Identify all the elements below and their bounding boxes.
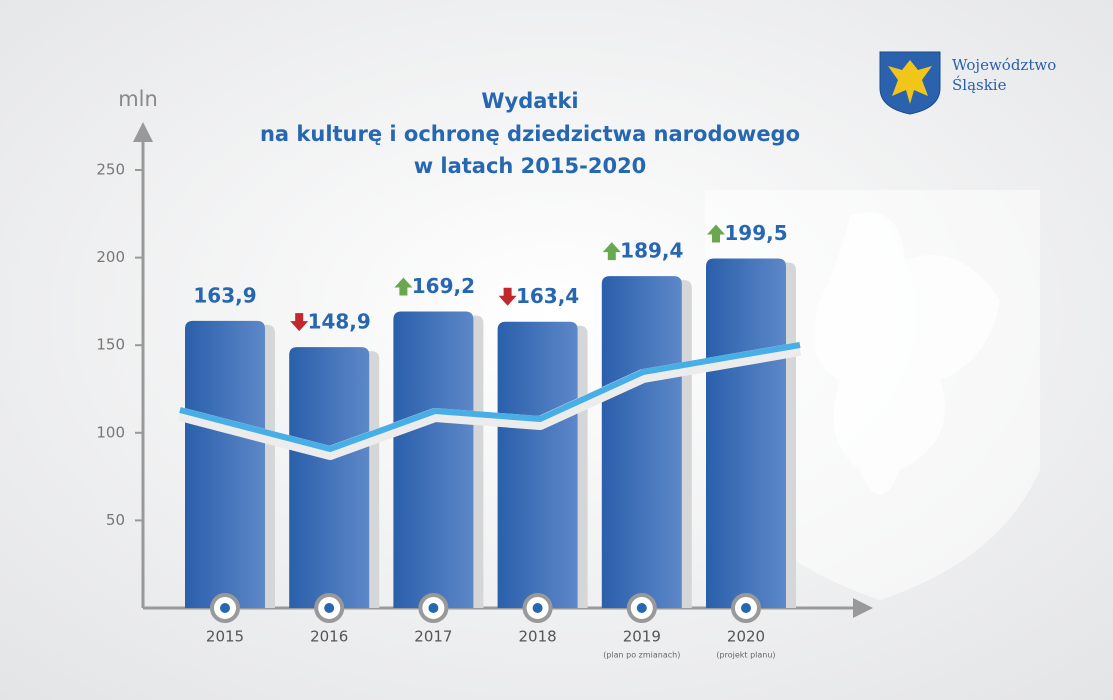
- trend-down-arrow: [290, 313, 309, 332]
- x-axis-marker-dot: [741, 603, 751, 613]
- x-tick-label: 2018: [519, 628, 557, 646]
- chart-title: Wydatki: [481, 89, 578, 113]
- trend-up-arrow: [707, 224, 725, 243]
- value-label: 189,4: [620, 239, 683, 263]
- logo-text: Województwo: [952, 56, 1056, 74]
- x-tick-label: 2017: [414, 628, 452, 646]
- value-label: 169,2: [412, 274, 475, 298]
- x-axis-marker-dot: [428, 603, 439, 613]
- y-axis-arrow: [133, 122, 153, 142]
- logo-eagle: [888, 60, 932, 104]
- x-axis-marker-dot: [636, 603, 647, 613]
- trend-up-arrow: [602, 242, 621, 261]
- trend-up-arrow: [394, 277, 413, 296]
- logo-text: Śląskie: [952, 76, 1007, 94]
- value-label: 199,5: [724, 221, 787, 245]
- y-tick-label: 150: [96, 336, 125, 354]
- x-tick-label: 2015: [206, 628, 244, 646]
- bar: [393, 311, 474, 608]
- bar: [185, 320, 265, 608]
- y-tick-label: 250: [96, 161, 125, 179]
- bar: [497, 321, 578, 608]
- trend-down-arrow: [498, 287, 517, 306]
- x-tick-note: (projekt planu): [716, 651, 775, 660]
- trend-line-shadow: [178, 342, 802, 460]
- x-axis-arrow: [853, 598, 873, 618]
- trend-line: [179, 342, 801, 452]
- chart-title: na kulturę i ochronę dziedzictwa narodow…: [260, 122, 800, 146]
- value-label: 163,9: [193, 283, 256, 307]
- x-axis-marker-dot: [220, 603, 230, 613]
- chart-title: w latach 2015-2020: [414, 154, 647, 178]
- value-label: 148,9: [308, 310, 371, 334]
- logo: Województwo Śląskie: [879, 51, 1056, 115]
- y-tick-label: 200: [96, 248, 125, 266]
- x-axis-marker-dot: [532, 603, 543, 613]
- value-label: 163,4: [516, 284, 579, 308]
- bar: [706, 258, 786, 608]
- y-tick-label: 50: [106, 511, 125, 529]
- x-axis-marker-dot: [324, 603, 335, 613]
- y-tick-label: 100: [96, 423, 125, 441]
- x-tick-note: (plan po zmianach): [603, 651, 680, 660]
- background-eagle: [813, 212, 1000, 495]
- bar: [289, 347, 370, 608]
- x-tick-label: 2020: [727, 628, 765, 646]
- y-axis-label: mln: [118, 87, 158, 111]
- bar: [601, 276, 682, 608]
- x-tick-label: 2016: [310, 628, 348, 646]
- x-tick-label: 2019: [623, 628, 661, 646]
